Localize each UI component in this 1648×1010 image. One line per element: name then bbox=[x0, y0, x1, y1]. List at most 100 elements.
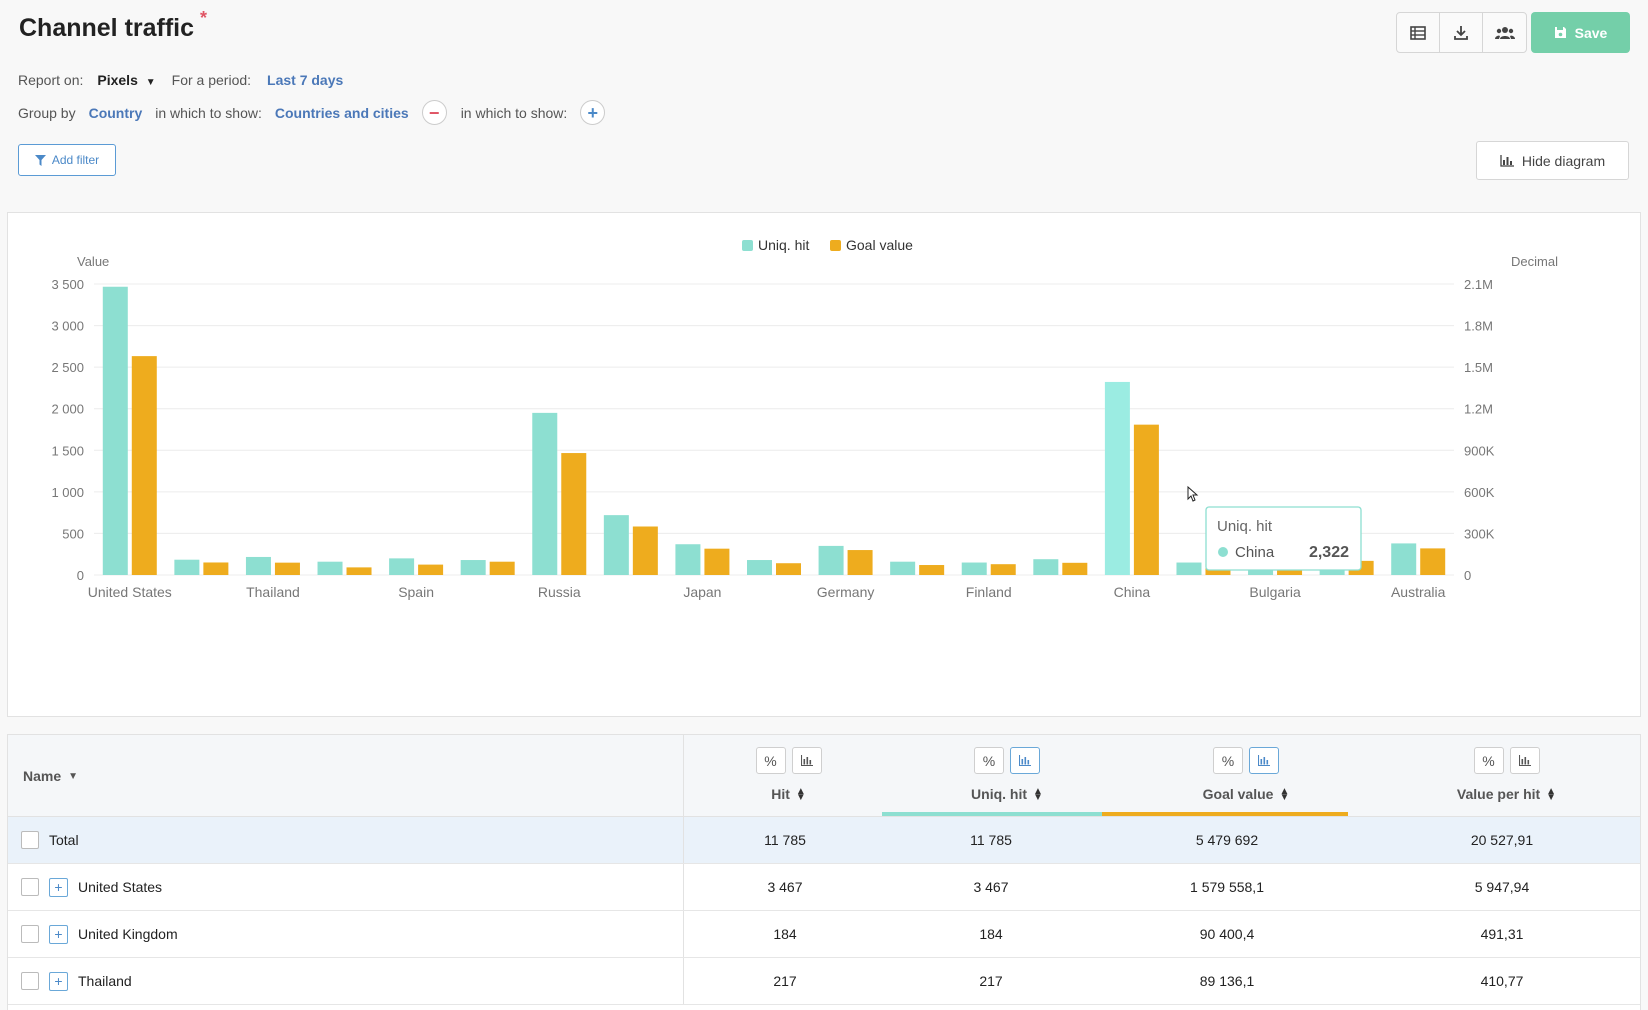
bar-goal-value[interactable] bbox=[346, 567, 372, 575]
name-column-header[interactable]: Name ▼ bbox=[8, 735, 684, 817]
bar-uniq-hit[interactable] bbox=[1104, 381, 1130, 575]
caret-down-icon: ▼ bbox=[145, 77, 156, 88]
percent-toggle-button[interactable]: % bbox=[755, 747, 786, 774]
bar-uniq-hit[interactable] bbox=[460, 560, 486, 575]
bar-goal-value[interactable] bbox=[919, 565, 945, 575]
column-sort-header[interactable]: Hit ▲ ▼ bbox=[684, 786, 893, 803]
right-axis-label: Decimal bbox=[1511, 254, 1558, 269]
bar-goal-value[interactable] bbox=[1062, 562, 1088, 575]
bar-goal-value[interactable] bbox=[704, 548, 730, 575]
value-cell: 3 467 bbox=[973, 879, 1009, 895]
bar-goal-value[interactable] bbox=[1420, 548, 1446, 575]
row-checkbox[interactable] bbox=[21, 831, 39, 849]
chart-toggle-button[interactable] bbox=[1249, 747, 1279, 774]
row-checkbox[interactable] bbox=[21, 972, 39, 990]
tooltip-box bbox=[1205, 506, 1362, 571]
column-sort-header[interactable]: Goal value ▲ ▼ bbox=[1121, 786, 1371, 803]
right-tick-label: 1.5M bbox=[1464, 360, 1493, 375]
column-header-label: Goal value bbox=[1202, 786, 1274, 802]
bar-uniq-hit[interactable] bbox=[102, 286, 128, 575]
row-name: United States bbox=[78, 879, 163, 895]
bar-goal-value[interactable] bbox=[847, 550, 873, 575]
bar-uniq-hit[interactable] bbox=[317, 561, 343, 575]
plus-icon: + bbox=[54, 879, 63, 895]
right-tick-label: 900K bbox=[1464, 443, 1495, 458]
tooltip-category: China bbox=[1235, 544, 1275, 561]
expand-row-button[interactable]: + bbox=[49, 924, 68, 944]
save-button[interactable]: Save bbox=[1531, 12, 1630, 53]
bar-goal-value[interactable] bbox=[274, 562, 300, 575]
row-name: Thailand bbox=[78, 973, 132, 989]
left-tick-label: 1 000 bbox=[51, 485, 84, 500]
bar-uniq-hit[interactable] bbox=[747, 560, 772, 575]
column-sort-header[interactable]: Value per hit ▲ ▼ bbox=[1371, 786, 1640, 803]
users-icon bbox=[1494, 26, 1515, 39]
bar-uniq-hit[interactable] bbox=[389, 558, 415, 575]
row-checkbox[interactable] bbox=[21, 878, 39, 896]
right-tick-label: 2.1M bbox=[1464, 277, 1493, 292]
bar-uniq-hit[interactable] bbox=[1176, 562, 1202, 575]
bar-goal-value[interactable] bbox=[1133, 424, 1159, 575]
remove-grouping-button[interactable]: − bbox=[421, 100, 447, 125]
name-cell: + United States bbox=[8, 864, 684, 910]
left-tick-label: 0 bbox=[77, 568, 84, 583]
add-filter-button[interactable]: Add filter bbox=[18, 144, 116, 176]
bar-uniq-hit[interactable] bbox=[174, 559, 200, 575]
group-by-label: Group by bbox=[18, 104, 76, 121]
bar-goal-value[interactable] bbox=[561, 453, 587, 575]
bar-goal-value[interactable] bbox=[203, 562, 229, 575]
chart-toggle-button[interactable] bbox=[1509, 747, 1540, 774]
share-users-button[interactable] bbox=[1483, 13, 1526, 52]
add-grouping-button[interactable]: + bbox=[580, 100, 606, 125]
column-sort-header[interactable]: Uniq. hit ▲ ▼ bbox=[893, 786, 1121, 803]
expand-row-button[interactable]: + bbox=[49, 971, 68, 991]
bar-uniq-hit[interactable] bbox=[818, 545, 844, 575]
name-cell: Total bbox=[8, 817, 684, 863]
bar-uniq-hit[interactable] bbox=[675, 544, 701, 575]
bar-uniq-hit[interactable] bbox=[603, 515, 629, 575]
download-icon bbox=[1454, 25, 1468, 40]
chart-toggle-button[interactable] bbox=[791, 747, 822, 774]
chart-toggle-button[interactable] bbox=[1010, 747, 1040, 774]
tooltip-series: Uniq. hit bbox=[1217, 518, 1273, 535]
chart-tooltip: Uniq. hit China 2,322 bbox=[1187, 485, 1362, 571]
category-tick-label: Japan bbox=[683, 584, 721, 600]
percent-toggle-button[interactable]: % bbox=[1213, 747, 1243, 774]
bar-goal-value[interactable] bbox=[632, 526, 658, 576]
report-on-dropdown[interactable]: Pixels ▼ bbox=[97, 72, 155, 88]
legend-swatch-goal-value bbox=[830, 240, 841, 251]
column-header: % Goal value ▲ ▼ bbox=[1121, 735, 1371, 817]
show-value-1-link[interactable]: Countries and cities bbox=[274, 104, 409, 121]
bar-goal-value[interactable] bbox=[990, 564, 1016, 575]
bar-uniq-hit[interactable] bbox=[532, 412, 558, 575]
download-button[interactable] bbox=[1440, 13, 1483, 52]
percent-toggle-button[interactable]: % bbox=[1473, 747, 1504, 774]
percent-toggle-button[interactable]: % bbox=[974, 747, 1004, 774]
bar-goal-value[interactable] bbox=[131, 356, 157, 575]
bar-goal-value[interactable] bbox=[418, 564, 444, 575]
bar-uniq-hit[interactable] bbox=[1033, 559, 1059, 575]
bar-uniq-hit[interactable] bbox=[890, 561, 916, 575]
category-tick-label: Russia bbox=[538, 584, 581, 600]
bar-chart-icon bbox=[1518, 755, 1531, 766]
value-cell: 184 bbox=[773, 926, 797, 942]
right-tick-label: 1.2M bbox=[1464, 402, 1493, 417]
bar-goal-value[interactable] bbox=[489, 561, 515, 575]
bar-uniq-hit[interactable] bbox=[961, 562, 987, 575]
legend-label-uniq-hit[interactable]: Uniq. hit bbox=[758, 237, 809, 253]
bar-goal-value[interactable] bbox=[776, 563, 801, 575]
list-icon bbox=[1410, 25, 1426, 40]
total-row: Total 11 785 11 785 5 479 692 20 527,91 bbox=[8, 817, 1640, 864]
group-by-value-link[interactable]: Country bbox=[88, 104, 143, 121]
value-cell: 90 400,4 bbox=[1199, 926, 1255, 942]
value-cell: 11 785 bbox=[764, 832, 806, 848]
bar-uniq-hit[interactable] bbox=[245, 556, 271, 575]
period-value-link[interactable]: Last 7 days bbox=[267, 72, 344, 88]
expand-row-button[interactable]: + bbox=[49, 877, 68, 897]
hide-diagram-button[interactable]: Hide diagram bbox=[1476, 141, 1629, 180]
legend-label-goal-value[interactable]: Goal value bbox=[846, 237, 913, 253]
bar-uniq-hit[interactable] bbox=[1391, 543, 1417, 575]
table-view-button[interactable] bbox=[1397, 13, 1440, 52]
row-checkbox[interactable] bbox=[21, 925, 39, 943]
table-row: + Thailand 217 217 89 136,1 410,77 bbox=[8, 958, 1640, 1005]
